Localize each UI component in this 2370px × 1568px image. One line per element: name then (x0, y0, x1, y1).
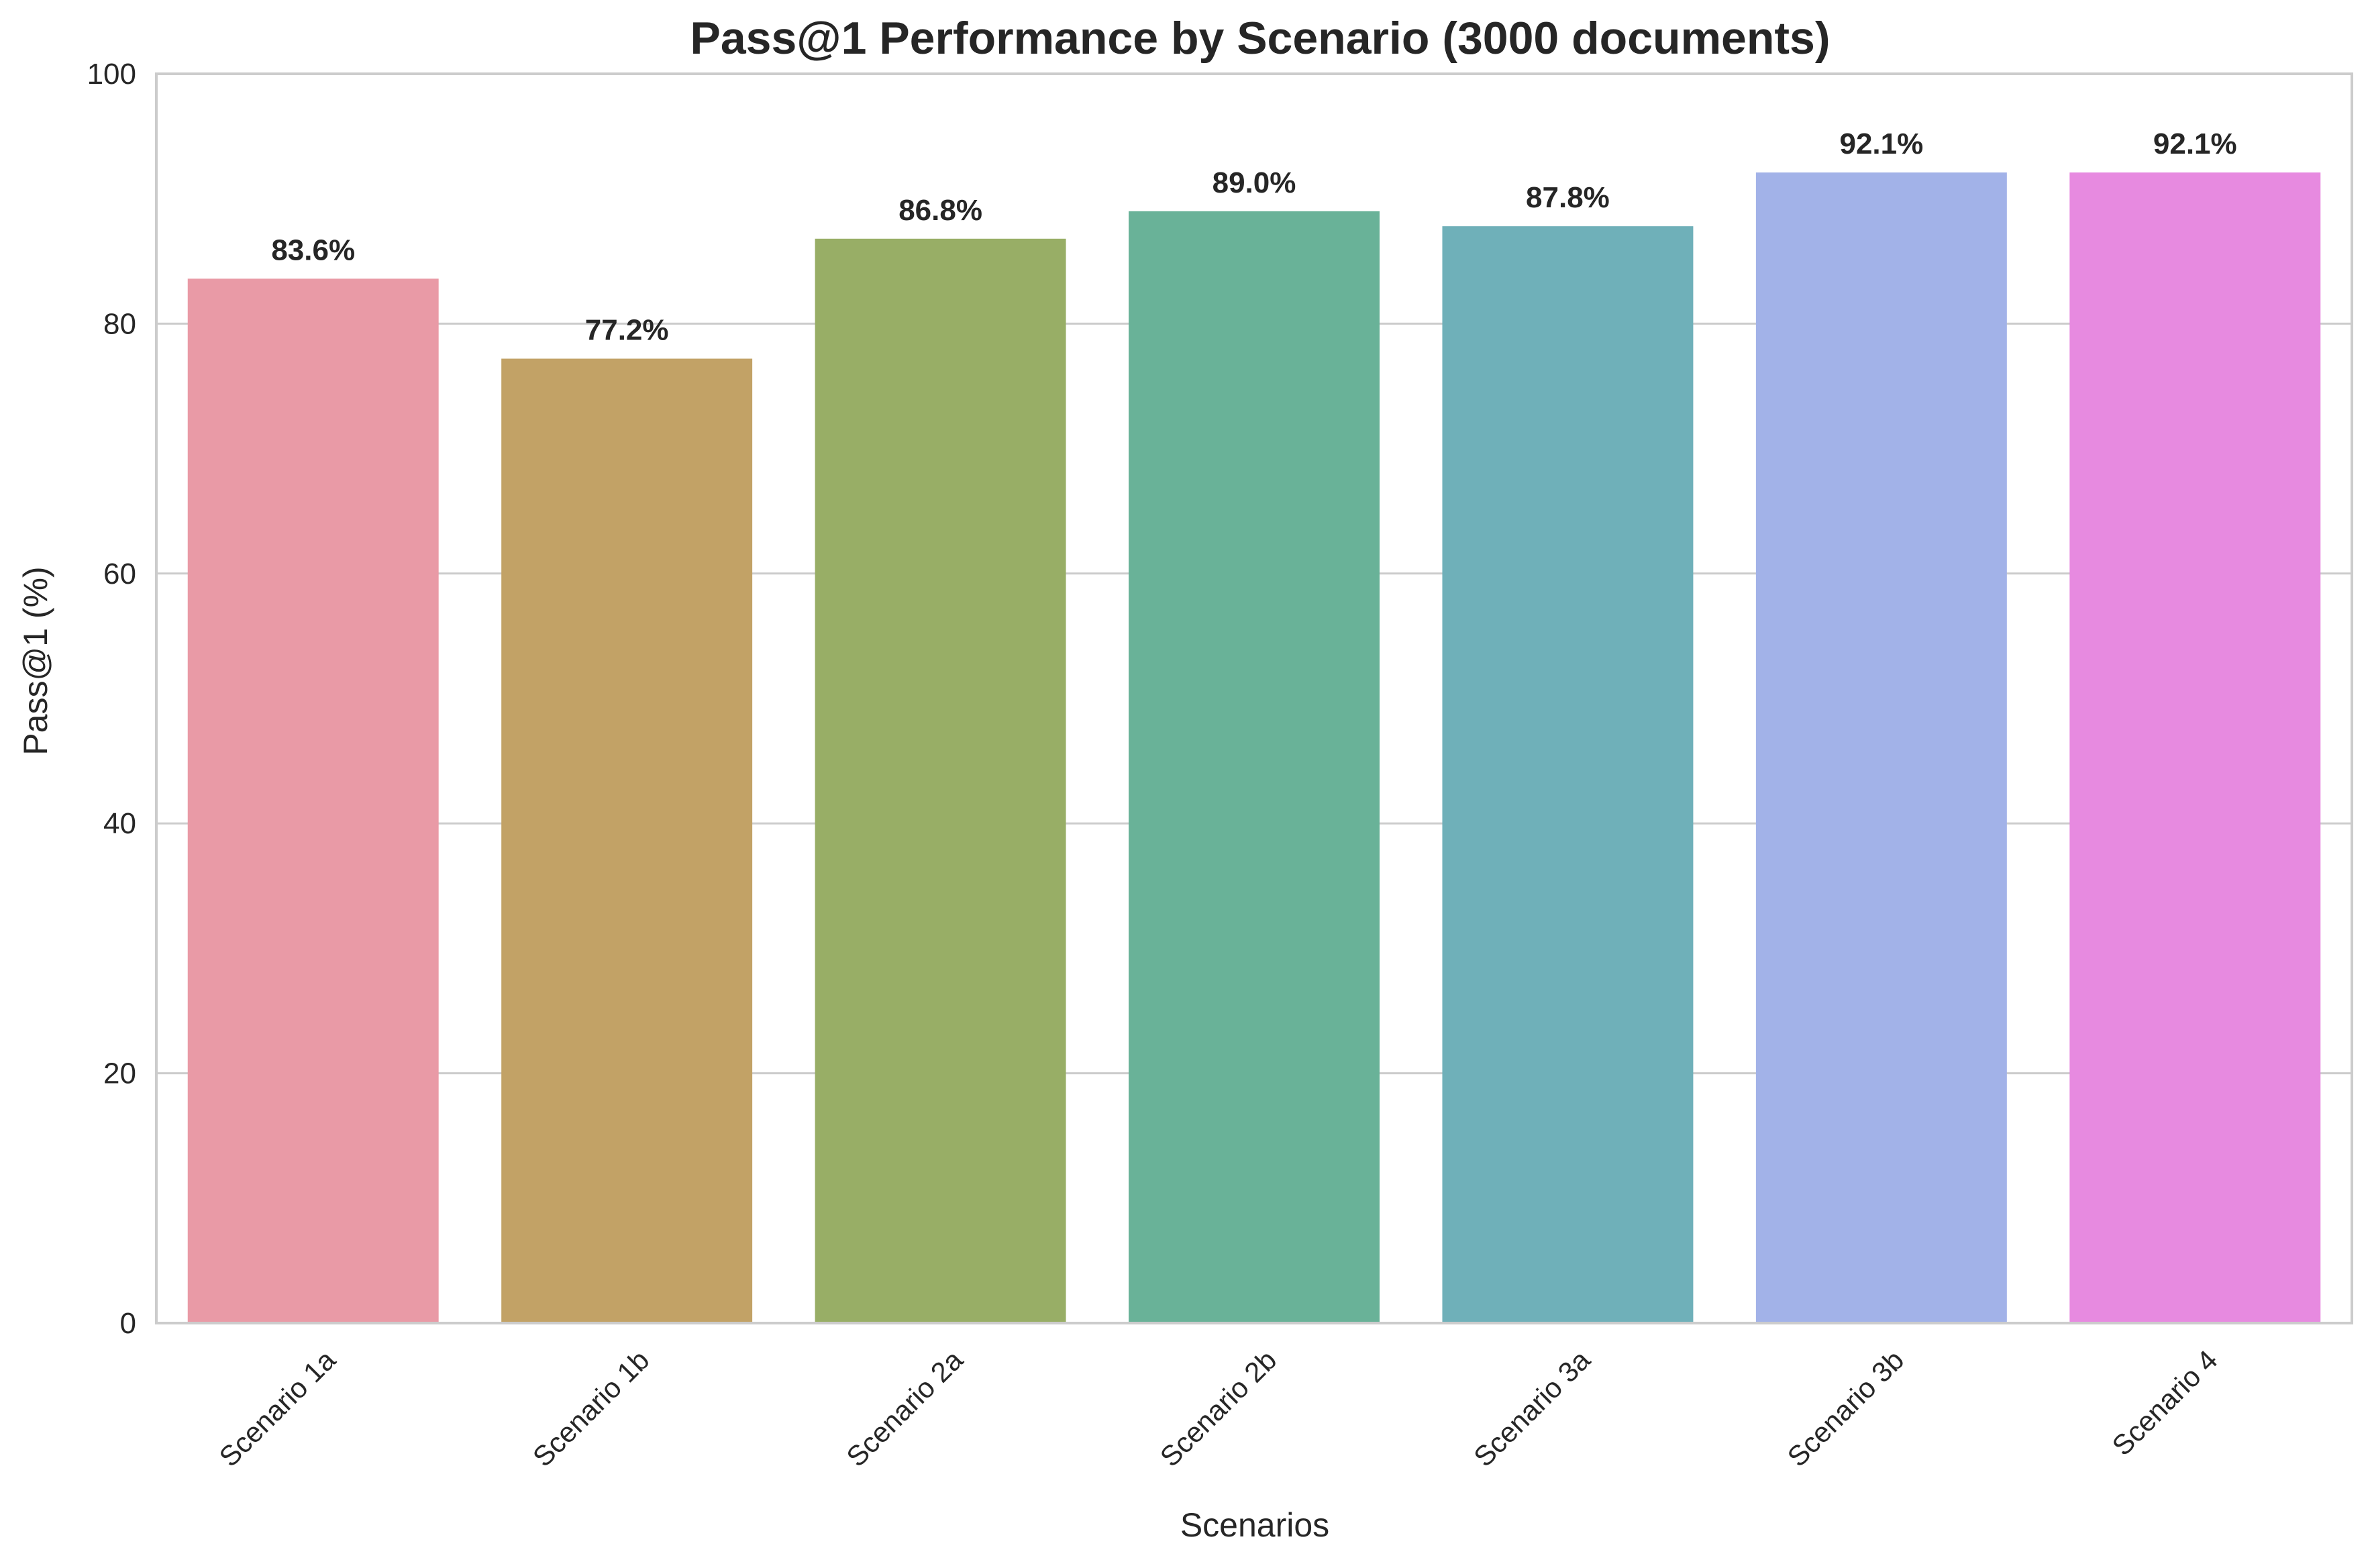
data-labels: 83.6% 77.2% 86.8% 89.0% 87.8% 92.1% 92.1% (271, 127, 2236, 346)
bars (187, 172, 2321, 1324)
data-label: 83.6% (271, 233, 355, 266)
bar (1129, 211, 1380, 1323)
y-axis-label: Pass@1 (%) (17, 566, 54, 755)
bar (1755, 172, 2007, 1323)
plot-frame (155, 72, 2353, 1324)
bar (1442, 226, 1694, 1323)
bar (501, 358, 753, 1323)
bar (2069, 172, 2321, 1323)
data-label: 86.8% (898, 194, 982, 227)
y-tick-label: 40 (103, 807, 136, 840)
data-label: 87.8% (1526, 181, 1610, 214)
y-tick-labels: 0 20 40 60 80 100 (87, 58, 136, 1340)
y-tick-label: 20 (103, 1057, 136, 1090)
y-tick-label: 0 (120, 1307, 136, 1340)
y-tick-label: 80 (103, 307, 136, 340)
bar (815, 238, 1066, 1324)
data-label: 92.1% (1839, 127, 1923, 160)
data-label: 77.2% (585, 314, 669, 347)
chart-title: Pass@1 Performance by Scenario (3000 doc… (690, 13, 1830, 64)
data-label: 92.1% (2153, 127, 2237, 160)
y-tick-label: 100 (87, 58, 136, 91)
x-axis-label: Scenarios (1180, 1506, 1329, 1544)
data-label: 89.0% (1213, 166, 1296, 199)
y-tick-label: 60 (103, 558, 136, 590)
bar (187, 278, 439, 1323)
